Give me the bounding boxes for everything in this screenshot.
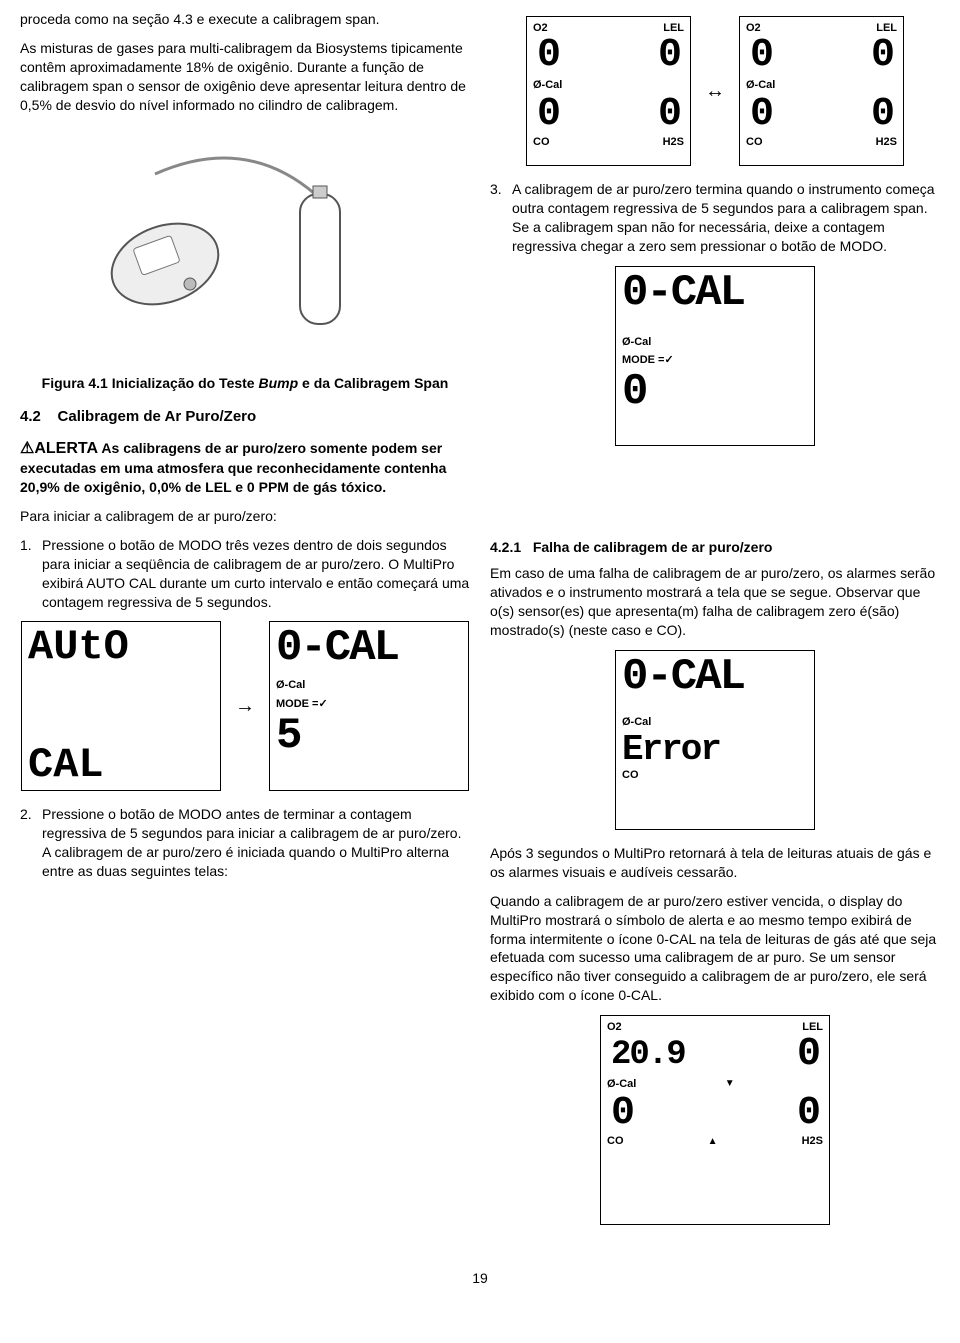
- lcd-row-alternating: O2 LEL 0 0 Ø-Cal 0 0 CO H2S ↔: [490, 16, 940, 166]
- page-columns: proceda como na seção 4.3 e execute a ca…: [20, 10, 940, 1239]
- lcd-4gas-left: O2 LEL 0 0 Ø-Cal 0 0 CO H2S: [526, 16, 691, 166]
- lcd-readings-warn: O2 LEL 20.9 0 Ø-Cal ▼ 0 0 CO: [600, 1015, 830, 1225]
- lcd-value: 0: [611, 1094, 633, 1134]
- caption-text-a: Figura 4.1 Inicialização do Teste: [42, 375, 259, 391]
- lcd-label: Ø-Cal: [607, 1077, 636, 1092]
- down-triangle-icon: ▼: [725, 1077, 735, 1092]
- lcd-text: AUtO: [28, 626, 214, 668]
- lcd-center-block: 0-CAL Ø-Cal Error CO: [490, 650, 940, 830]
- lcd-value: 0: [658, 95, 680, 135]
- lcd-value: 0: [658, 36, 680, 76]
- lcd-bottom-labels: CO H2S: [746, 135, 897, 150]
- list-text: Pressione o botão de MODO antes de termi…: [42, 805, 470, 881]
- lcd-label: CO: [622, 768, 639, 783]
- lcd-label: CO: [746, 135, 763, 150]
- heading-title: Falha de calibragem de ar puro/zero: [533, 539, 773, 555]
- device-svg: [95, 144, 395, 344]
- heading-4-2: 4.2 Calibragem de Ar Puro/Zero: [20, 407, 470, 427]
- lcd-value: 0: [797, 1035, 819, 1075]
- lcd-center-block: O2 LEL 20.9 0 Ø-Cal ▼ 0 0 CO: [490, 1015, 940, 1225]
- lcd-value: 0: [537, 95, 559, 135]
- right-column: O2 LEL 0 0 Ø-Cal 0 0 CO H2S ↔: [490, 10, 940, 1239]
- caption-bump: Bump: [258, 375, 298, 391]
- list-item: 1. Pressione o botão de MODO três vezes …: [20, 536, 470, 612]
- paragraph: Em caso de uma falha de calibragem de ar…: [490, 564, 940, 640]
- lcd-text: 0-CAL: [622, 655, 808, 699]
- paragraph: As misturas de gases para multi-calibrag…: [20, 39, 470, 115]
- paragraph: Quando a calibragem de ar puro/zero esti…: [490, 892, 940, 1005]
- list-number: 3.: [490, 180, 512, 256]
- lcd-bottom-labels: CO H2S: [607, 1134, 823, 1149]
- lcd-label: CO: [533, 135, 550, 150]
- lcd-label: Ø-Cal: [276, 676, 462, 695]
- lcd-center-block: 0-CAL Ø-Cal MODE = 0: [490, 266, 940, 446]
- lcd-label: MODE =: [622, 351, 808, 370]
- list-number: 1.: [20, 536, 42, 612]
- paragraph: Para iniciar a calibragem de ar puro/zer…: [20, 507, 470, 526]
- ordered-list: 2. Pressione o botão de MODO antes de te…: [20, 805, 470, 881]
- paragraph: proceda como na seção 4.3 e execute a ca…: [20, 10, 470, 29]
- lcd-mid-row: Ø-Cal ▼: [607, 1075, 823, 1094]
- lcd-top-labels: O2 LEL: [607, 1020, 823, 1035]
- lcd-value: 0: [750, 95, 772, 135]
- paragraph: Após 3 segundos o MultiPro retornará à t…: [490, 844, 940, 882]
- lcd-text: 0-CAL: [622, 271, 808, 315]
- list-number: 2.: [20, 805, 42, 881]
- lcd-value: 0: [871, 36, 893, 76]
- lcd-label: Ø-Cal: [622, 333, 808, 352]
- lcd-error: 0-CAL Ø-Cal Error CO: [615, 650, 815, 830]
- lcd-0cal-5: 0-CAL Ø-Cal MODE = 5: [269, 621, 469, 791]
- list-text: Pressione o botão de MODO três vezes den…: [42, 536, 470, 612]
- heading-num: 4.2.1: [490, 539, 521, 555]
- lcd-text: 0: [622, 370, 808, 414]
- lcd-row-autocal: AUtO CAL → 0-CAL Ø-Cal MODE = 5: [20, 621, 470, 791]
- check-icon: [664, 354, 673, 366]
- alerta-paragraph: ⚠ALERTA As calibragens de ar puro/zero s…: [20, 438, 470, 497]
- lcd-value: 0: [750, 36, 772, 76]
- lcd-value: 0: [537, 36, 559, 76]
- list-item: 3. A calibragem de ar puro/zero termina …: [490, 180, 940, 256]
- warning-icon: [708, 1134, 718, 1149]
- page-number: 19: [20, 1269, 940, 1288]
- lcd-label: H2S: [876, 135, 897, 150]
- lcd-bottom-labels: CO: [622, 768, 808, 783]
- lcd-label: H2S: [663, 135, 684, 150]
- lcd-4gas-right: O2 LEL 0 0 Ø-Cal 0 0 CO H2S: [739, 16, 904, 166]
- lcd-value: 0: [871, 95, 893, 135]
- lcd-label: O2: [607, 1020, 622, 1035]
- lcd-label: MODE =: [276, 695, 462, 714]
- lcd-label: H2S: [802, 1134, 823, 1149]
- lcd-0cal-done: 0-CAL Ø-Cal MODE = 0: [615, 266, 815, 446]
- figure-caption: Figura 4.1 Inicialização do Teste Bump e…: [20, 374, 470, 393]
- left-column: proceda como na seção 4.3 e execute a ca…: [20, 10, 470, 1239]
- lcd-text: 5: [276, 714, 462, 758]
- arrow-leftright-icon: ↔: [701, 78, 729, 105]
- heading-4-2-1: 4.2.1 Falha de calibragem de ar puro/zer…: [490, 538, 940, 557]
- alerta-icon-text: ⚠ALERTA: [20, 440, 98, 457]
- lcd-text: Error: [622, 732, 808, 768]
- heading-num: 4.2: [20, 408, 41, 425]
- lcd-label: CO: [607, 1134, 624, 1149]
- lcd-value: 20.9: [611, 1038, 685, 1072]
- list-item: 2. Pressione o botão de MODO antes de te…: [20, 805, 470, 881]
- lcd-bottom-labels: CO H2S: [533, 135, 684, 150]
- lcd-value: 0: [797, 1094, 819, 1134]
- lcd-text: CAL: [28, 744, 214, 786]
- heading-title: Calibragem de Ar Puro/Zero: [58, 408, 257, 425]
- caption-text-b: e da Calibragem Span: [298, 375, 448, 391]
- device-cylinder-figure: [20, 124, 470, 364]
- ordered-list: 1. Pressione o botão de MODO três vezes …: [20, 536, 470, 612]
- check-icon: [318, 698, 327, 710]
- arrow-right-icon: →: [231, 693, 259, 720]
- lcd-auto-cal: AUtO CAL: [21, 621, 221, 791]
- ordered-list: 3. A calibragem de ar puro/zero termina …: [490, 180, 940, 256]
- list-text: A calibragem de ar puro/zero termina qua…: [512, 180, 940, 256]
- lcd-text: 0-CAL: [276, 626, 462, 670]
